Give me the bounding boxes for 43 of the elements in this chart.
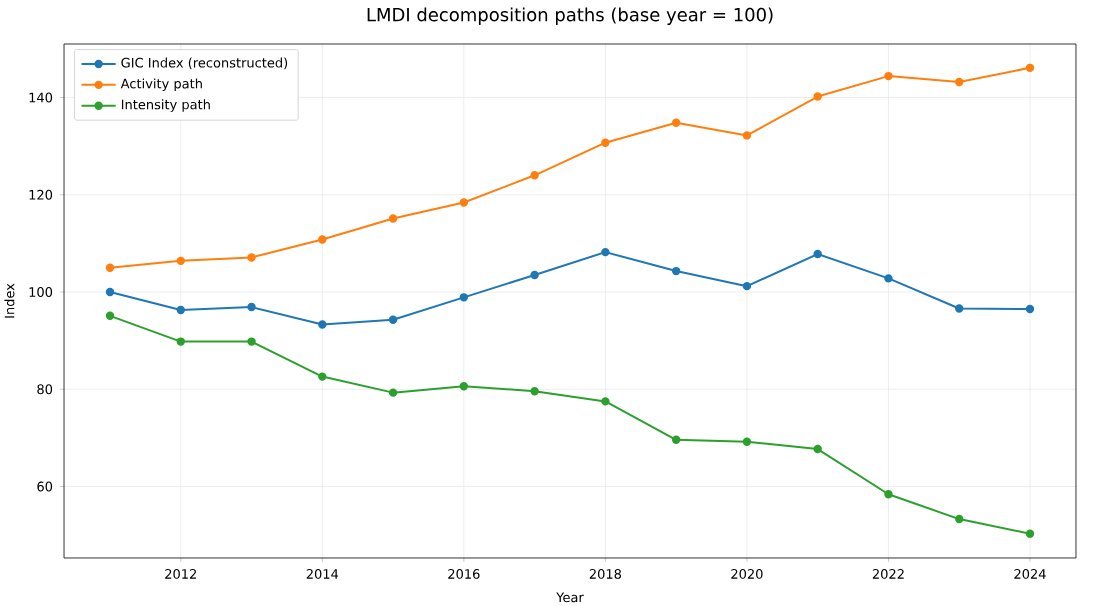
point	[105, 287, 115, 297]
point	[530, 270, 539, 280]
point	[671, 435, 681, 445]
point	[601, 138, 610, 147]
point	[813, 92, 822, 101]
point	[601, 397, 610, 406]
point	[813, 249, 822, 259]
point	[388, 315, 398, 324]
point	[813, 444, 822, 454]
point	[530, 386, 539, 396]
point	[671, 266, 681, 276]
point	[459, 382, 469, 391]
point	[884, 274, 893, 283]
point	[1025, 63, 1035, 73]
chart-title: LMDI decomposition paths (base year = 100)	[367, 7, 773, 25]
point	[176, 256, 185, 266]
point	[530, 171, 539, 180]
point	[884, 490, 893, 499]
point	[884, 71, 893, 81]
point	[318, 235, 327, 244]
point	[247, 337, 256, 346]
point	[742, 281, 752, 291]
point	[1025, 529, 1035, 538]
point	[105, 263, 115, 272]
point	[318, 372, 327, 381]
point	[1025, 304, 1035, 314]
point	[955, 77, 964, 87]
point	[388, 388, 398, 397]
point	[105, 311, 115, 321]
point	[247, 302, 256, 312]
point	[318, 320, 327, 329]
point	[742, 131, 752, 140]
point	[955, 514, 964, 524]
point	[742, 437, 752, 446]
point	[176, 337, 185, 346]
point	[388, 214, 398, 223]
point	[601, 247, 610, 257]
point	[176, 305, 185, 315]
point	[955, 304, 964, 313]
point	[459, 198, 469, 207]
point	[671, 118, 681, 127]
point	[247, 253, 256, 262]
point	[459, 293, 469, 302]
